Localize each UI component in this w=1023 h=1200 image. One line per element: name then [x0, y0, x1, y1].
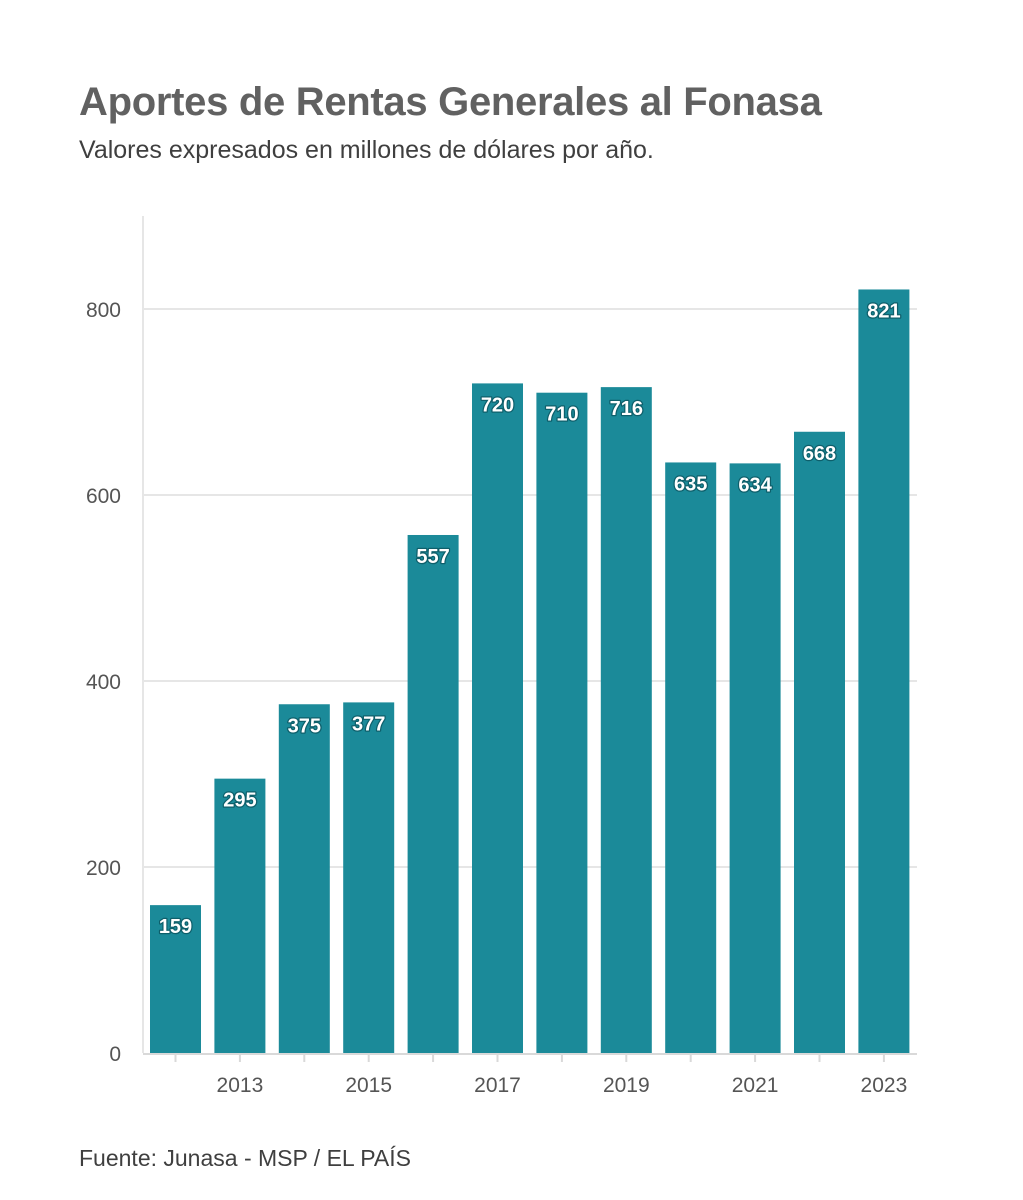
bar [472, 383, 523, 1053]
x-tick-label: 2021 [732, 1074, 779, 1097]
bar-value-label: 159 [159, 916, 192, 938]
bar [278, 704, 330, 1053]
data-labels: 159 295 375 377 557 720 710 716 635 634 668 821 [158, 299, 902, 939]
bar-value-label: 377 [352, 713, 385, 735]
bar-value-label: 821 [867, 300, 900, 322]
bar-value-label: 375 [288, 715, 321, 737]
bar [214, 778, 266, 1053]
bar-value-label: 720 [481, 394, 514, 416]
y-tick-label: 400 [86, 671, 121, 694]
x-tick-label: 2015 [345, 1074, 392, 1097]
bar [794, 431, 845, 1053]
bar-value-label: 634 [738, 474, 772, 496]
bar-value-label: 557 [416, 546, 449, 568]
bar [729, 463, 781, 1053]
y-tick-label: 200 [86, 857, 121, 880]
source-note: Fuente: Junasa - MSP / EL PAÍS [79, 1145, 411, 1171]
bar [858, 289, 910, 1054]
x-tick-label: 2023 [861, 1074, 908, 1097]
chart-title: Aportes de Rentas Generales al Fonasa [79, 80, 822, 124]
chart-subtitle: Valores expresados en millones de dólare… [79, 136, 654, 164]
y-tick-label: 600 [86, 485, 121, 508]
x-tick-label: 2019 [603, 1074, 650, 1097]
x-tick-label: 2013 [217, 1074, 264, 1097]
bar [600, 387, 652, 1053]
bar [150, 905, 201, 1053]
x-tick-label: 2017 [474, 1074, 521, 1097]
bar-value-label: 668 [803, 443, 836, 465]
bar [536, 392, 588, 1053]
y-axis-ticks: 0 200 400 600 800 [86, 299, 121, 1066]
bars [150, 289, 910, 1054]
gridlines [143, 308, 917, 868]
bar-value-label: 716 [610, 398, 643, 420]
bar [665, 462, 717, 1053]
bar-value-label: 710 [545, 404, 578, 426]
bar [343, 702, 395, 1053]
y-tick-label: 800 [86, 299, 121, 322]
axes [142, 216, 917, 1062]
y-tick-label: 0 [109, 1043, 121, 1066]
bar-value-label: 295 [223, 790, 256, 812]
bar-value-label: 635 [674, 473, 707, 495]
x-axis-ticks: 2013 2015 2017 2019 2021 2023 [217, 1074, 908, 1097]
bar [407, 534, 459, 1053]
